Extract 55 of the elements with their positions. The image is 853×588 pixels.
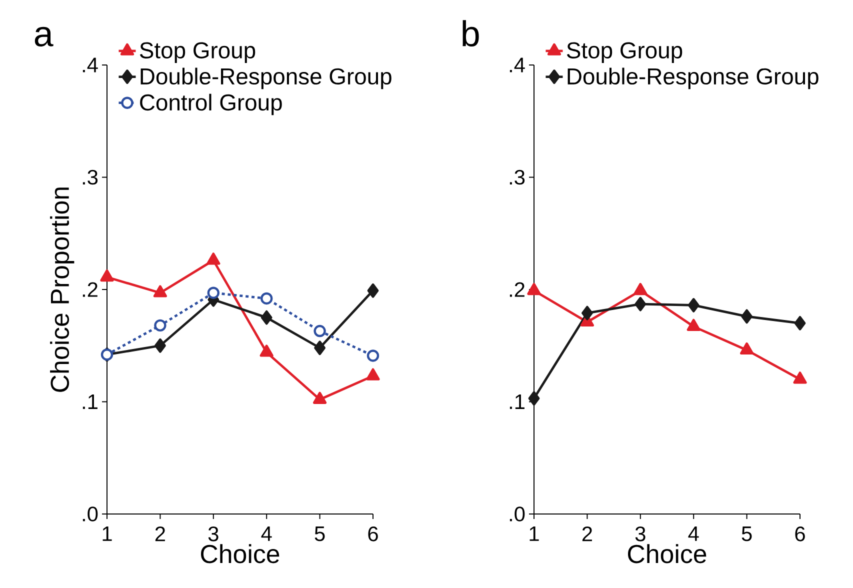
y-tick-label: .2 (510, 282, 524, 297)
point (154, 338, 166, 353)
point (527, 282, 541, 296)
point (528, 391, 540, 406)
point (206, 252, 220, 265)
x-tick-label: 6 (795, 526, 805, 542)
point (366, 350, 380, 362)
y-tick-label: .4 (82, 58, 98, 72)
x-tick-label: 6 (368, 526, 378, 542)
point (582, 306, 593, 320)
point (260, 292, 273, 305)
x-tick-label: 3 (635, 526, 646, 542)
point (154, 319, 166, 332)
y-tick-label: .2 (82, 282, 98, 297)
chart-title: b (462, 20, 479, 47)
y-tick-label: .4 (510, 58, 525, 72)
point (741, 309, 752, 324)
y-tick-label: .0 (82, 506, 98, 522)
point (260, 310, 272, 325)
point (153, 285, 168, 298)
y-axis-title: Choice Proportion (50, 188, 74, 392)
y-tick-label: .1 (510, 394, 524, 409)
point (367, 283, 379, 298)
x-tick-label: 4 (688, 526, 699, 541)
point (100, 269, 114, 282)
y-tick-label: .3 (510, 170, 525, 185)
legend-label: Stop Group (140, 42, 256, 63)
point (634, 282, 648, 296)
point (207, 286, 220, 299)
legend-label: Stop Group (566, 42, 682, 63)
point (314, 340, 326, 356)
x-tick-label: 1 (530, 526, 539, 541)
point (740, 342, 754, 355)
x-tick-label: 1 (102, 526, 112, 541)
x-tick-label: 2 (155, 526, 165, 542)
point (686, 318, 700, 331)
y-tick-label: .3 (82, 170, 98, 185)
x-tick-label: 5 (742, 526, 752, 542)
x-tick-label: 2 (582, 526, 592, 542)
point (314, 324, 326, 338)
x-tick-label: 3 (208, 526, 218, 542)
point (793, 372, 807, 384)
point (634, 296, 646, 312)
x-tick-label: 4 (261, 526, 272, 541)
x-axis-title: Choice (628, 544, 706, 564)
point (794, 316, 806, 330)
point (688, 298, 700, 312)
x-axis-title: Choice (200, 544, 280, 564)
legend-label: Double-Response Group (140, 68, 392, 90)
y-tick-label: .1 (82, 394, 98, 409)
x-tick-label: 5 (314, 526, 325, 542)
legend-label: Double-Response Group (568, 68, 818, 90)
chart-title: a (34, 26, 54, 47)
legend-label: Control Group (140, 94, 282, 116)
y-tick-label: .0 (510, 506, 525, 522)
